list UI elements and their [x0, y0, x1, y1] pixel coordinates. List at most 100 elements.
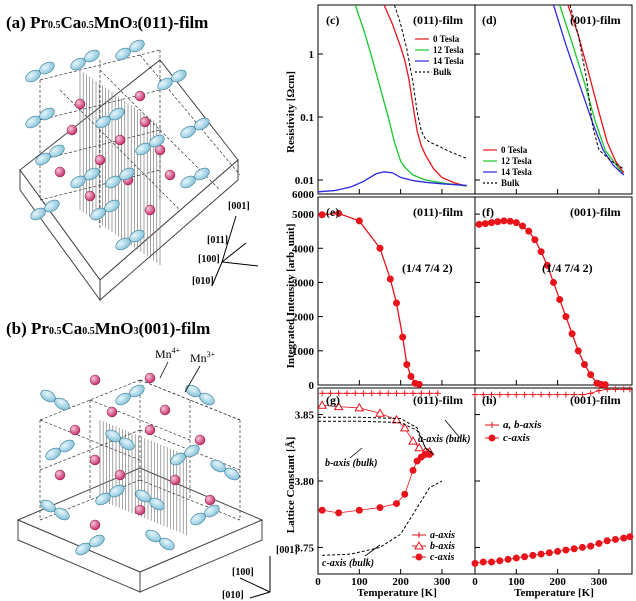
- ylabel-lattice: Lattice Constant [Å]: [285, 437, 297, 534]
- plots: 10.10.0160005000400030002000100003.853.8…: [292, 4, 634, 588]
- orbital-lobe: [35, 144, 65, 166]
- substrate-b: [16, 467, 264, 593]
- data-point: [488, 219, 496, 227]
- data-point: [506, 217, 514, 225]
- marker-circle: [620, 534, 628, 542]
- tick-label-int: 3000: [292, 277, 315, 289]
- mn-ion: [54, 166, 66, 178]
- axis-label-100-a: [100]: [198, 254, 220, 265]
- axes-b: [239, 556, 271, 599]
- marker-circle: [545, 549, 553, 557]
- marker-triangle: [333, 401, 344, 411]
- orbital-lobe: [190, 504, 220, 526]
- orbital-lobe: [30, 199, 60, 221]
- marker-circle: [562, 546, 570, 554]
- legend-label: 14 Tesla: [433, 56, 464, 66]
- series-line-c-2: [317, 171, 467, 193]
- label-c: (c): [326, 13, 339, 27]
- marker-circle: [537, 550, 545, 558]
- series-line-f-0: [479, 220, 606, 386]
- tick-label-int: 1000: [292, 346, 315, 358]
- axis-arrow-001-a: [221, 215, 237, 263]
- label-f-film: (001)-film: [570, 205, 621, 219]
- ylabel-intensity: Integrated Intensity [arb. unit]: [285, 224, 297, 369]
- data-point: [376, 244, 384, 252]
- mn-ion: [164, 169, 176, 181]
- axis-label-010-a: [010]: [192, 276, 214, 287]
- orbital-lobe: [135, 489, 165, 511]
- orbital-lobe: [157, 69, 187, 91]
- tick-label-lat: 3.80: [295, 476, 315, 488]
- series-line-d-1: [559, 4, 625, 176]
- orbital-lobe: [115, 384, 145, 406]
- axis-arrow-010-b: [249, 591, 271, 599]
- mn-ion: [106, 406, 118, 418]
- tick-label-int: 2000: [292, 312, 315, 324]
- mn-ion: [89, 519, 101, 531]
- tick-label-res: 6000: [292, 189, 315, 201]
- marker-circle: [409, 466, 417, 474]
- orbital-lobe: [180, 167, 210, 189]
- annotation-pointer: [349, 447, 363, 459]
- mn-ion: [134, 90, 146, 102]
- marker-circle: [554, 547, 562, 555]
- mn-ion: [89, 454, 101, 466]
- mn-ion: [114, 134, 126, 146]
- data-point: [318, 211, 326, 219]
- legend-label: 12 Tesla: [433, 45, 464, 55]
- panel-b: (b) Pr0.5Ca0.5MnO3(001)-film Mn4+ Mn3+ […: [6, 319, 298, 601]
- marker-circle: [578, 543, 586, 551]
- data-point: [537, 248, 545, 256]
- plot-frame-h: [474, 387, 633, 575]
- marker-triangle: [354, 402, 365, 412]
- marker-circle: [471, 559, 479, 567]
- axis-arrow-010-a: [211, 261, 223, 287]
- marker-circle: [570, 545, 578, 553]
- mn4-label: Mn4+: [155, 346, 181, 361]
- series-line-g-3: [318, 416, 434, 455]
- reflection-label-f: (1/4 7/4 2): [542, 261, 593, 275]
- tick-label-x-g: 200: [392, 576, 409, 588]
- tick-label-int: 4000: [292, 243, 315, 255]
- data-point: [550, 278, 557, 286]
- orbital-lobe: [90, 199, 120, 221]
- orbital-lobe: [40, 499, 70, 521]
- data-point: [386, 275, 394, 283]
- axis-label-100-b: [100]: [232, 567, 254, 578]
- label-h: (h): [482, 393, 497, 407]
- mn-ion: [204, 494, 216, 506]
- label-d: (d): [482, 13, 497, 27]
- orbital-lobe: [70, 167, 100, 189]
- marker-circle: [595, 539, 603, 547]
- orbital-lobe: [95, 484, 125, 506]
- marker-circle: [335, 509, 343, 517]
- data-point: [512, 219, 520, 227]
- marker-circle: [496, 557, 504, 565]
- ylabel-resistivity: Resistivity [Ωcm]: [285, 71, 297, 153]
- marker-triangle: [399, 422, 410, 432]
- annotation-pointer: [444, 419, 461, 439]
- marker-triangle: [391, 414, 402, 424]
- legend-label: c-axis: [503, 432, 530, 444]
- series-line-g-5: [322, 480, 443, 556]
- axis-label-011-a: [011]: [207, 235, 228, 246]
- label-e: (e): [326, 205, 339, 219]
- orbital-lobe: [135, 134, 165, 156]
- series-line-g-4: [318, 420, 434, 455]
- marker-triangle: [414, 442, 425, 452]
- label-d-film: (001)-film: [570, 13, 621, 27]
- orbital-lobe: [105, 429, 135, 451]
- data-point: [481, 220, 489, 228]
- mn-ion: [66, 124, 78, 136]
- series-line-e-0: [322, 212, 420, 385]
- annotation-b-bulk: b-axis (bulk): [325, 458, 378, 469]
- data-point: [399, 333, 407, 341]
- mn-ion: [144, 204, 156, 216]
- legend-swatch: [414, 540, 424, 550]
- plot-frame-f: [474, 196, 633, 386]
- reflection-label-e: (1/4 7/4 2): [402, 261, 453, 275]
- data-point: [475, 220, 483, 228]
- orbital-lobe: [115, 229, 145, 251]
- data-point: [587, 371, 595, 379]
- panel-b-title: (b) Pr0.5Ca0.5MnO3(001)-film: [6, 319, 210, 338]
